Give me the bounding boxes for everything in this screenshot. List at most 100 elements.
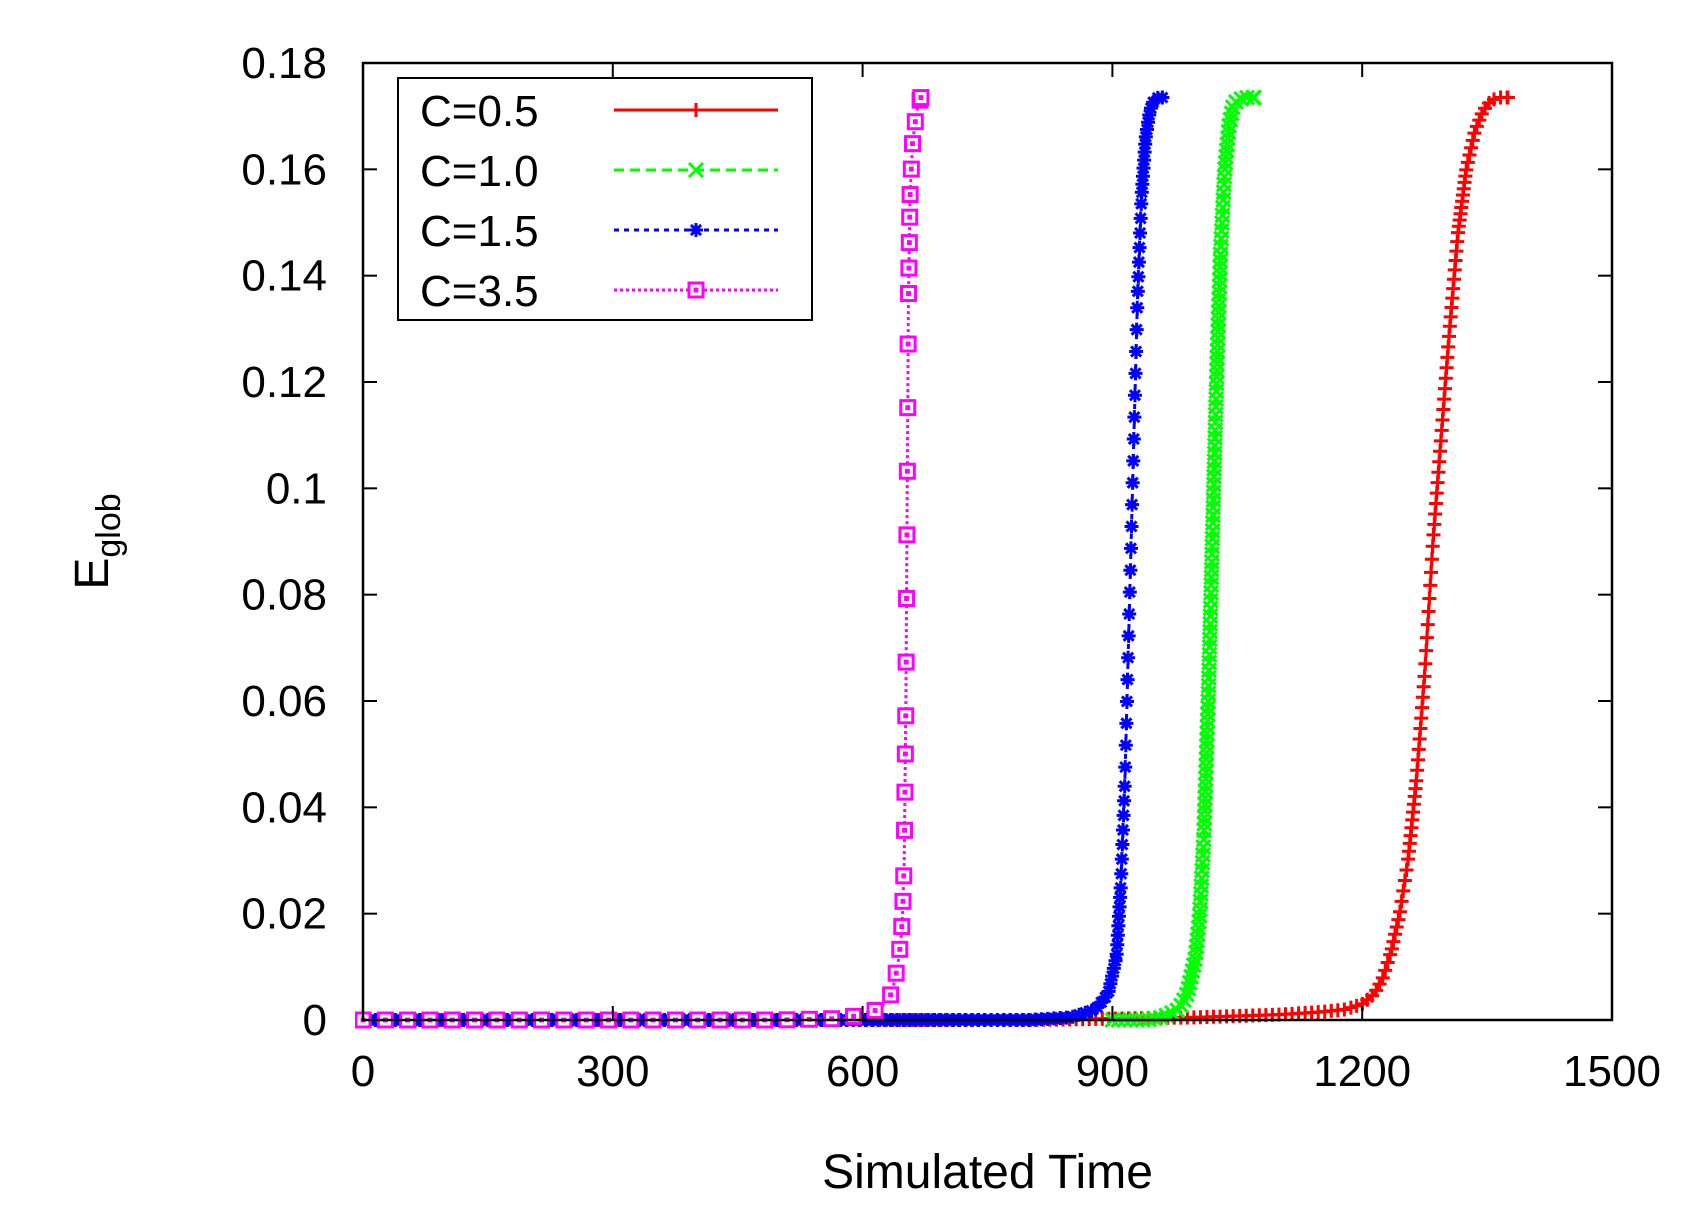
data-point bbox=[1117, 779, 1132, 794]
data-point bbox=[1065, 1009, 1080, 1024]
data-point bbox=[1078, 1005, 1093, 1020]
legend-item: C=0.5 bbox=[420, 87, 778, 136]
data-point bbox=[1380, 955, 1395, 970]
data-point bbox=[1500, 90, 1515, 105]
x-tick-label: 1200 bbox=[1313, 1047, 1411, 1096]
data-point bbox=[1197, 770, 1214, 787]
legend-item: C=1.5 bbox=[420, 207, 778, 256]
data-point bbox=[1211, 278, 1228, 295]
data-point bbox=[1130, 300, 1145, 315]
data-point bbox=[1121, 628, 1136, 643]
data-point bbox=[1245, 89, 1263, 106]
data-point bbox=[1115, 822, 1130, 837]
legend-box bbox=[397, 77, 813, 321]
series-C=1.0 bbox=[1104, 89, 1263, 1029]
data-point bbox=[1142, 107, 1157, 122]
data-point bbox=[1141, 115, 1156, 130]
data-point bbox=[1472, 113, 1487, 128]
data-point bbox=[1103, 976, 1118, 991]
data-point bbox=[1460, 155, 1475, 170]
data-point bbox=[1127, 410, 1142, 425]
y-tick-label: 0.18 bbox=[241, 39, 327, 88]
y-tick-label: 0.14 bbox=[241, 252, 327, 301]
data-point bbox=[1084, 1003, 1099, 1018]
axis-ticks bbox=[362, 62, 1613, 1021]
data-point bbox=[1210, 304, 1227, 321]
x-tick-label: 1500 bbox=[1563, 1047, 1661, 1096]
data-point bbox=[1126, 453, 1141, 468]
data-point bbox=[1113, 880, 1128, 895]
data-point bbox=[1239, 89, 1256, 106]
data-point bbox=[1220, 123, 1237, 140]
data-point bbox=[1337, 1002, 1352, 1017]
legend-marker bbox=[689, 223, 703, 237]
data-point bbox=[1209, 336, 1226, 353]
data-point bbox=[1126, 431, 1141, 446]
data-point bbox=[1182, 968, 1200, 985]
data-point bbox=[1196, 809, 1213, 826]
data-point bbox=[1198, 738, 1215, 755]
data-point bbox=[1136, 161, 1151, 176]
data-point bbox=[1197, 789, 1214, 807]
data-point bbox=[1209, 330, 1226, 347]
data-point bbox=[1115, 837, 1130, 852]
axis-tick-labels: 0 300 600 900 1200 1500 0 0.02 0.04 0.06 0.08 0.1 0.… bbox=[241, 39, 1661, 1096]
legend: C=0.5 C=1.0 C=1.5 C=3.5 bbox=[397, 77, 813, 321]
data-point bbox=[1391, 912, 1406, 927]
x-tick-label: 300 bbox=[576, 1047, 649, 1096]
y-tick-label: 0.04 bbox=[241, 783, 327, 832]
data-point bbox=[1209, 323, 1227, 340]
data-point bbox=[1135, 177, 1150, 192]
y-tick-label: 0.02 bbox=[241, 890, 327, 939]
data-point bbox=[1375, 970, 1390, 985]
data-point bbox=[1424, 565, 1439, 580]
data-point bbox=[1128, 366, 1143, 381]
data-point bbox=[1135, 169, 1150, 184]
data-point bbox=[1137, 153, 1152, 168]
data-point bbox=[1208, 368, 1225, 385]
data-point bbox=[1106, 961, 1121, 976]
data-point bbox=[1129, 344, 1144, 359]
data-point bbox=[1464, 140, 1479, 155]
data-point bbox=[1209, 349, 1226, 366]
data-point bbox=[1212, 259, 1229, 276]
data-point bbox=[1184, 962, 1201, 979]
data-point bbox=[1119, 694, 1134, 709]
data-point bbox=[1117, 793, 1132, 808]
data-point bbox=[1417, 669, 1432, 684]
data-point bbox=[1132, 240, 1147, 255]
data-point bbox=[1199, 699, 1217, 716]
data-point bbox=[1211, 265, 1228, 282]
data-point bbox=[1210, 297, 1227, 314]
data-point bbox=[1116, 808, 1131, 823]
data-point bbox=[1210, 310, 1227, 327]
data-point bbox=[1196, 802, 1213, 820]
y-tick-label: 0.08 bbox=[241, 571, 327, 620]
legend-label: C=0.5 bbox=[420, 87, 539, 136]
data-point bbox=[1211, 271, 1228, 289]
data-point bbox=[1112, 899, 1127, 914]
data-point bbox=[1196, 815, 1213, 832]
data-point bbox=[1133, 225, 1148, 240]
data-point bbox=[1419, 643, 1434, 658]
data-point bbox=[1399, 862, 1414, 877]
data-point bbox=[1122, 606, 1137, 621]
data-point bbox=[1098, 990, 1113, 1005]
data-point bbox=[1185, 956, 1202, 974]
data-point bbox=[1130, 284, 1145, 299]
data-point bbox=[1198, 744, 1215, 761]
data-point bbox=[1389, 919, 1404, 934]
data-point bbox=[1198, 751, 1215, 768]
data-point bbox=[1180, 980, 1197, 997]
data-point bbox=[1119, 716, 1134, 731]
legend-marker bbox=[689, 103, 703, 117]
data-point bbox=[1199, 725, 1216, 742]
data-point bbox=[1198, 731, 1216, 748]
data-point bbox=[1487, 92, 1502, 107]
data-point bbox=[1199, 712, 1216, 729]
data-point bbox=[1110, 928, 1125, 943]
data-point bbox=[1388, 927, 1403, 942]
data-point bbox=[1423, 578, 1438, 593]
data-point bbox=[1421, 604, 1436, 619]
data-point bbox=[1196, 822, 1213, 839]
